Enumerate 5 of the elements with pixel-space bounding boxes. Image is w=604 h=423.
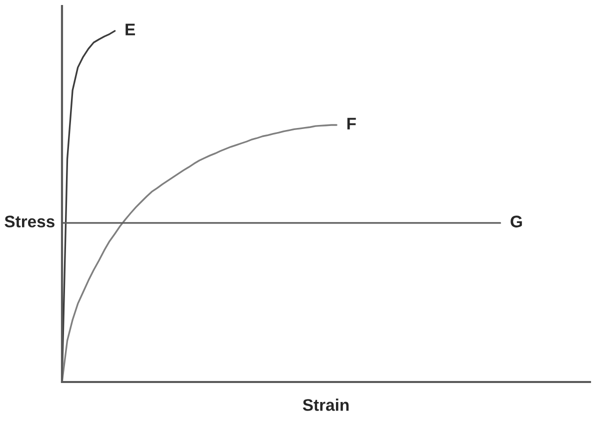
series-label: F [347, 118, 356, 130]
y-axis-title: Stress [4, 216, 54, 228]
series-label: G [510, 216, 522, 228]
series-label: E [126, 24, 135, 36]
x-axis-title: Strain [302, 398, 349, 411]
